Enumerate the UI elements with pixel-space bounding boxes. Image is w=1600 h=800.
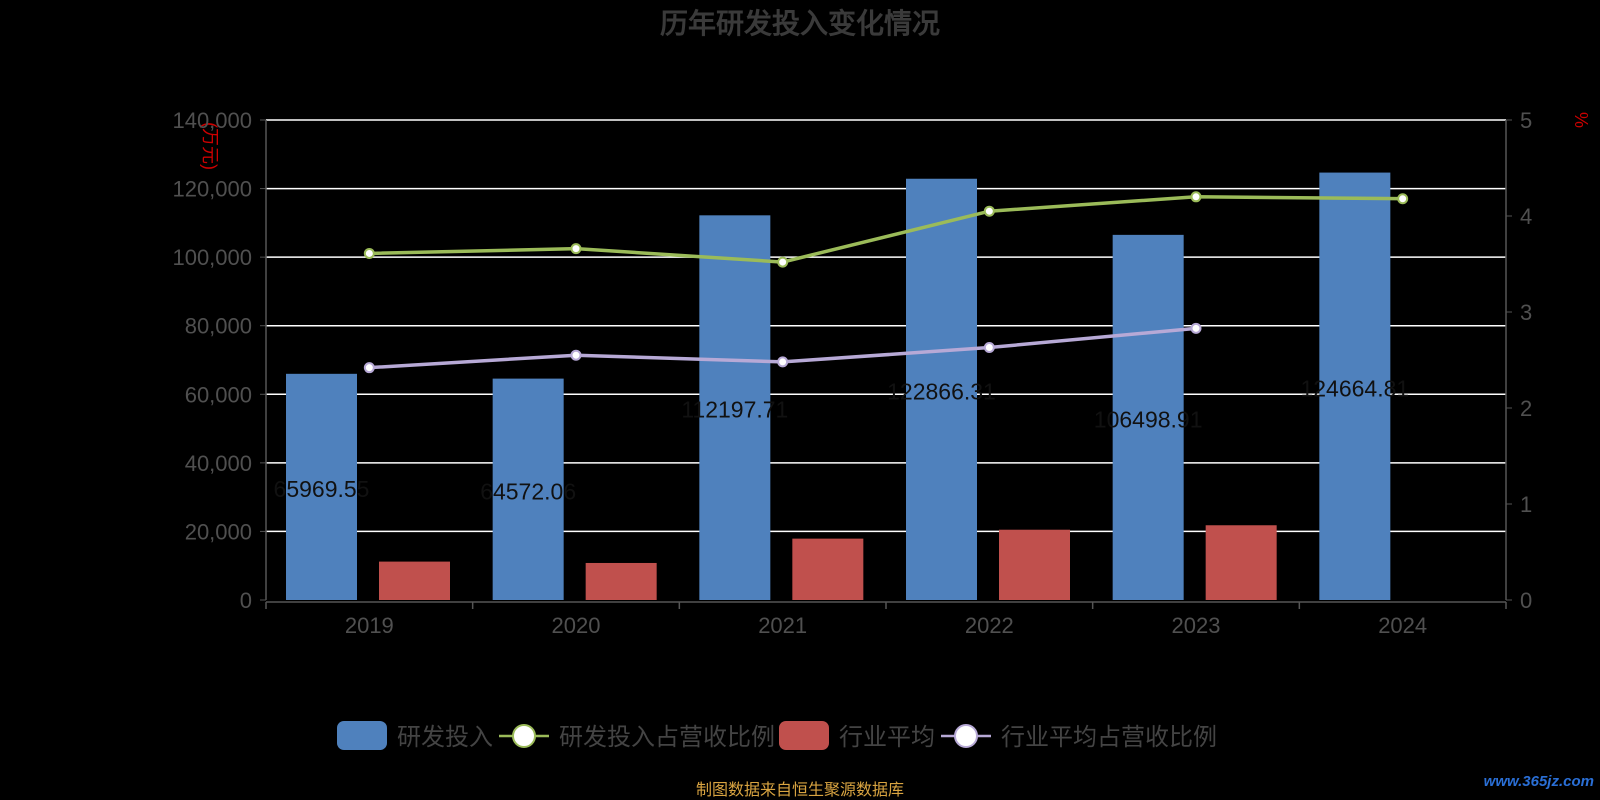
left-tick-label: 20,000	[185, 519, 252, 544]
bar-value-label: 112197.71	[681, 397, 788, 423]
legend-swatch-bar	[779, 721, 829, 750]
point-industry-ratio	[777, 356, 789, 368]
left-axis-unit: (万元)	[200, 122, 220, 170]
point-industry-ratio	[363, 362, 375, 374]
point-rd-ratio	[983, 205, 995, 217]
bar-value-label: 124664.81	[1300, 375, 1409, 401]
legend-swatch-marker	[954, 724, 978, 748]
point-industry-ratio	[570, 349, 582, 361]
x-tick-label: 2019	[345, 613, 394, 638]
point-rd-ratio	[363, 247, 375, 259]
left-tick-label: 80,000	[185, 314, 252, 339]
point-industry-ratio	[983, 342, 995, 354]
legend: 研发投入 研发投入占营收比例 行业平均 行业平均占营收比例	[337, 721, 1217, 751]
right-tick-label: 5	[1520, 108, 1532, 133]
x-tick-label: 2024	[1378, 613, 1427, 638]
point-industry-ratio	[1190, 322, 1202, 334]
right-tick-label: 2	[1520, 396, 1532, 421]
point-rd-ratio	[570, 243, 582, 255]
legend-item-2-label: 研发投入占营收比例	[559, 724, 775, 751]
point-rd-ratio	[1397, 193, 1409, 205]
left-tick-label: 100,000	[172, 245, 252, 270]
left-tick-label: 120,000	[172, 177, 252, 202]
left-tick-label: 0	[240, 588, 252, 613]
right-tick-label: 0	[1520, 588, 1532, 613]
bar-industry-average	[379, 561, 450, 600]
legend-swatch-marker	[512, 724, 536, 748]
legend-item-4-label: 行业平均占营收比例	[1001, 724, 1217, 751]
chart-title: 历年研发投入变化情况	[660, 7, 940, 39]
plot-area: 0 20,000 40,000 60,000 80,000 100,000 120,000 1…	[172, 108, 1532, 638]
point-rd-ratio	[777, 256, 789, 268]
right-tick-label: 1	[1520, 492, 1532, 517]
point-rd-ratio	[1190, 191, 1202, 203]
x-tick-label: 2021	[758, 613, 807, 638]
bar-industry-average	[999, 529, 1070, 600]
legend-item-1-label: 研发投入	[397, 724, 493, 751]
x-tick-label: 2023	[1172, 613, 1221, 638]
line-rd-ratio	[369, 195, 1403, 264]
left-tick-label: 40,000	[185, 451, 252, 476]
data-source-note: 制图数据来自恒生聚源数据库	[695, 782, 904, 799]
bar-value-label: 65969.55	[274, 476, 370, 502]
x-tick-label: 2022	[965, 613, 1014, 638]
bar-value-label: 106498.91	[1094, 406, 1203, 432]
left-tick-label: 140,000	[172, 108, 252, 133]
bar-rd-investment	[1112, 234, 1184, 600]
bar-rd-investment	[699, 215, 771, 600]
bar-value-label: 64572.06	[480, 478, 576, 504]
right-tick-label: 3	[1520, 300, 1532, 325]
right-axis-unit: %	[1571, 112, 1591, 128]
bar-rd-investment	[286, 373, 357, 600]
right-tick-label: 4	[1520, 204, 1532, 229]
bar-rd-investment	[492, 378, 564, 600]
bar-rd-investment	[906, 178, 977, 600]
left-tick-label: 60,000	[185, 382, 252, 407]
bar-industry-average	[585, 562, 657, 600]
bar-industry-average	[792, 538, 864, 600]
bar-industry-average	[1205, 525, 1277, 600]
watermark: www.365jz.com	[1483, 773, 1594, 790]
legend-swatch-bar	[337, 721, 387, 750]
bar-rd-investment	[1319, 172, 1391, 600]
x-tick-label: 2020	[552, 613, 601, 638]
legend-item-3-label: 行业平均	[839, 724, 935, 751]
bar-value-label: 122866.31	[887, 378, 996, 404]
